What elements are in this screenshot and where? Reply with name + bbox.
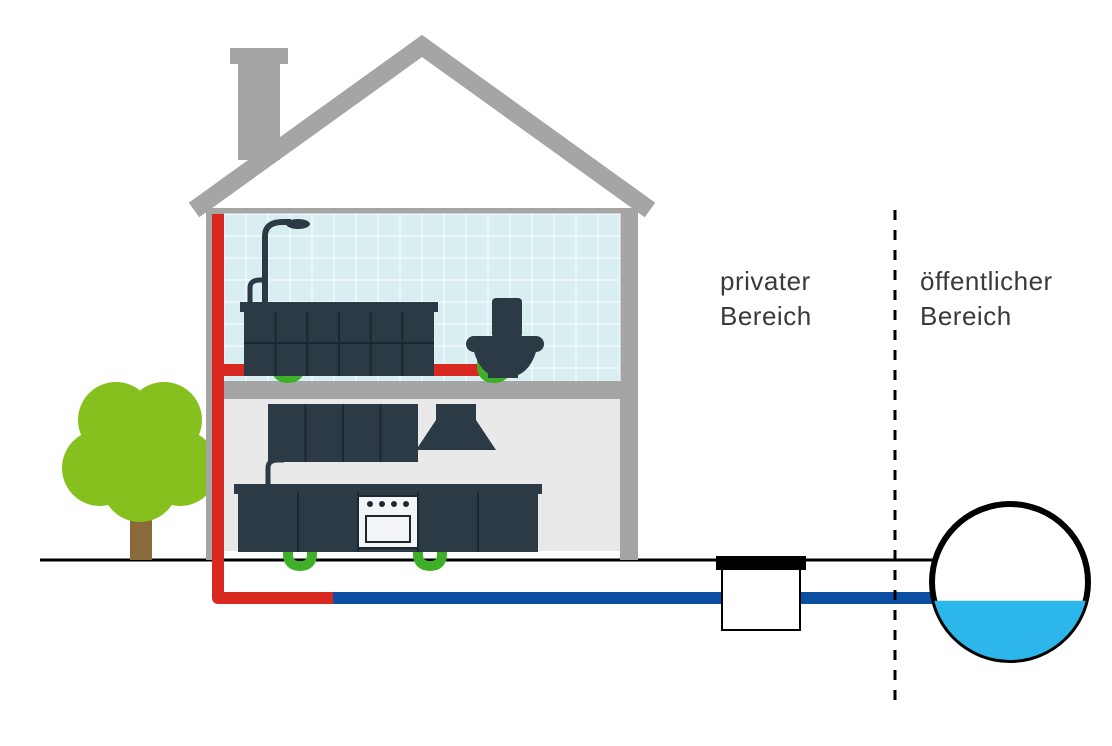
label-public-2: Bereich xyxy=(920,301,1012,331)
shower-head xyxy=(286,219,310,229)
floor-slab xyxy=(206,381,638,399)
manhole-lid xyxy=(716,556,806,570)
countertop xyxy=(234,484,542,494)
shower-riser xyxy=(262,236,268,310)
sewer-water xyxy=(934,601,1085,660)
label-private-1: privater xyxy=(720,266,811,296)
manhole-box xyxy=(722,560,800,630)
tree-foliage xyxy=(62,382,218,522)
label-private-2: Bereich xyxy=(720,301,812,331)
label-public-1: öffentlicher xyxy=(920,266,1053,296)
bathtub-rim xyxy=(240,302,438,312)
chimney-cap xyxy=(230,48,288,64)
